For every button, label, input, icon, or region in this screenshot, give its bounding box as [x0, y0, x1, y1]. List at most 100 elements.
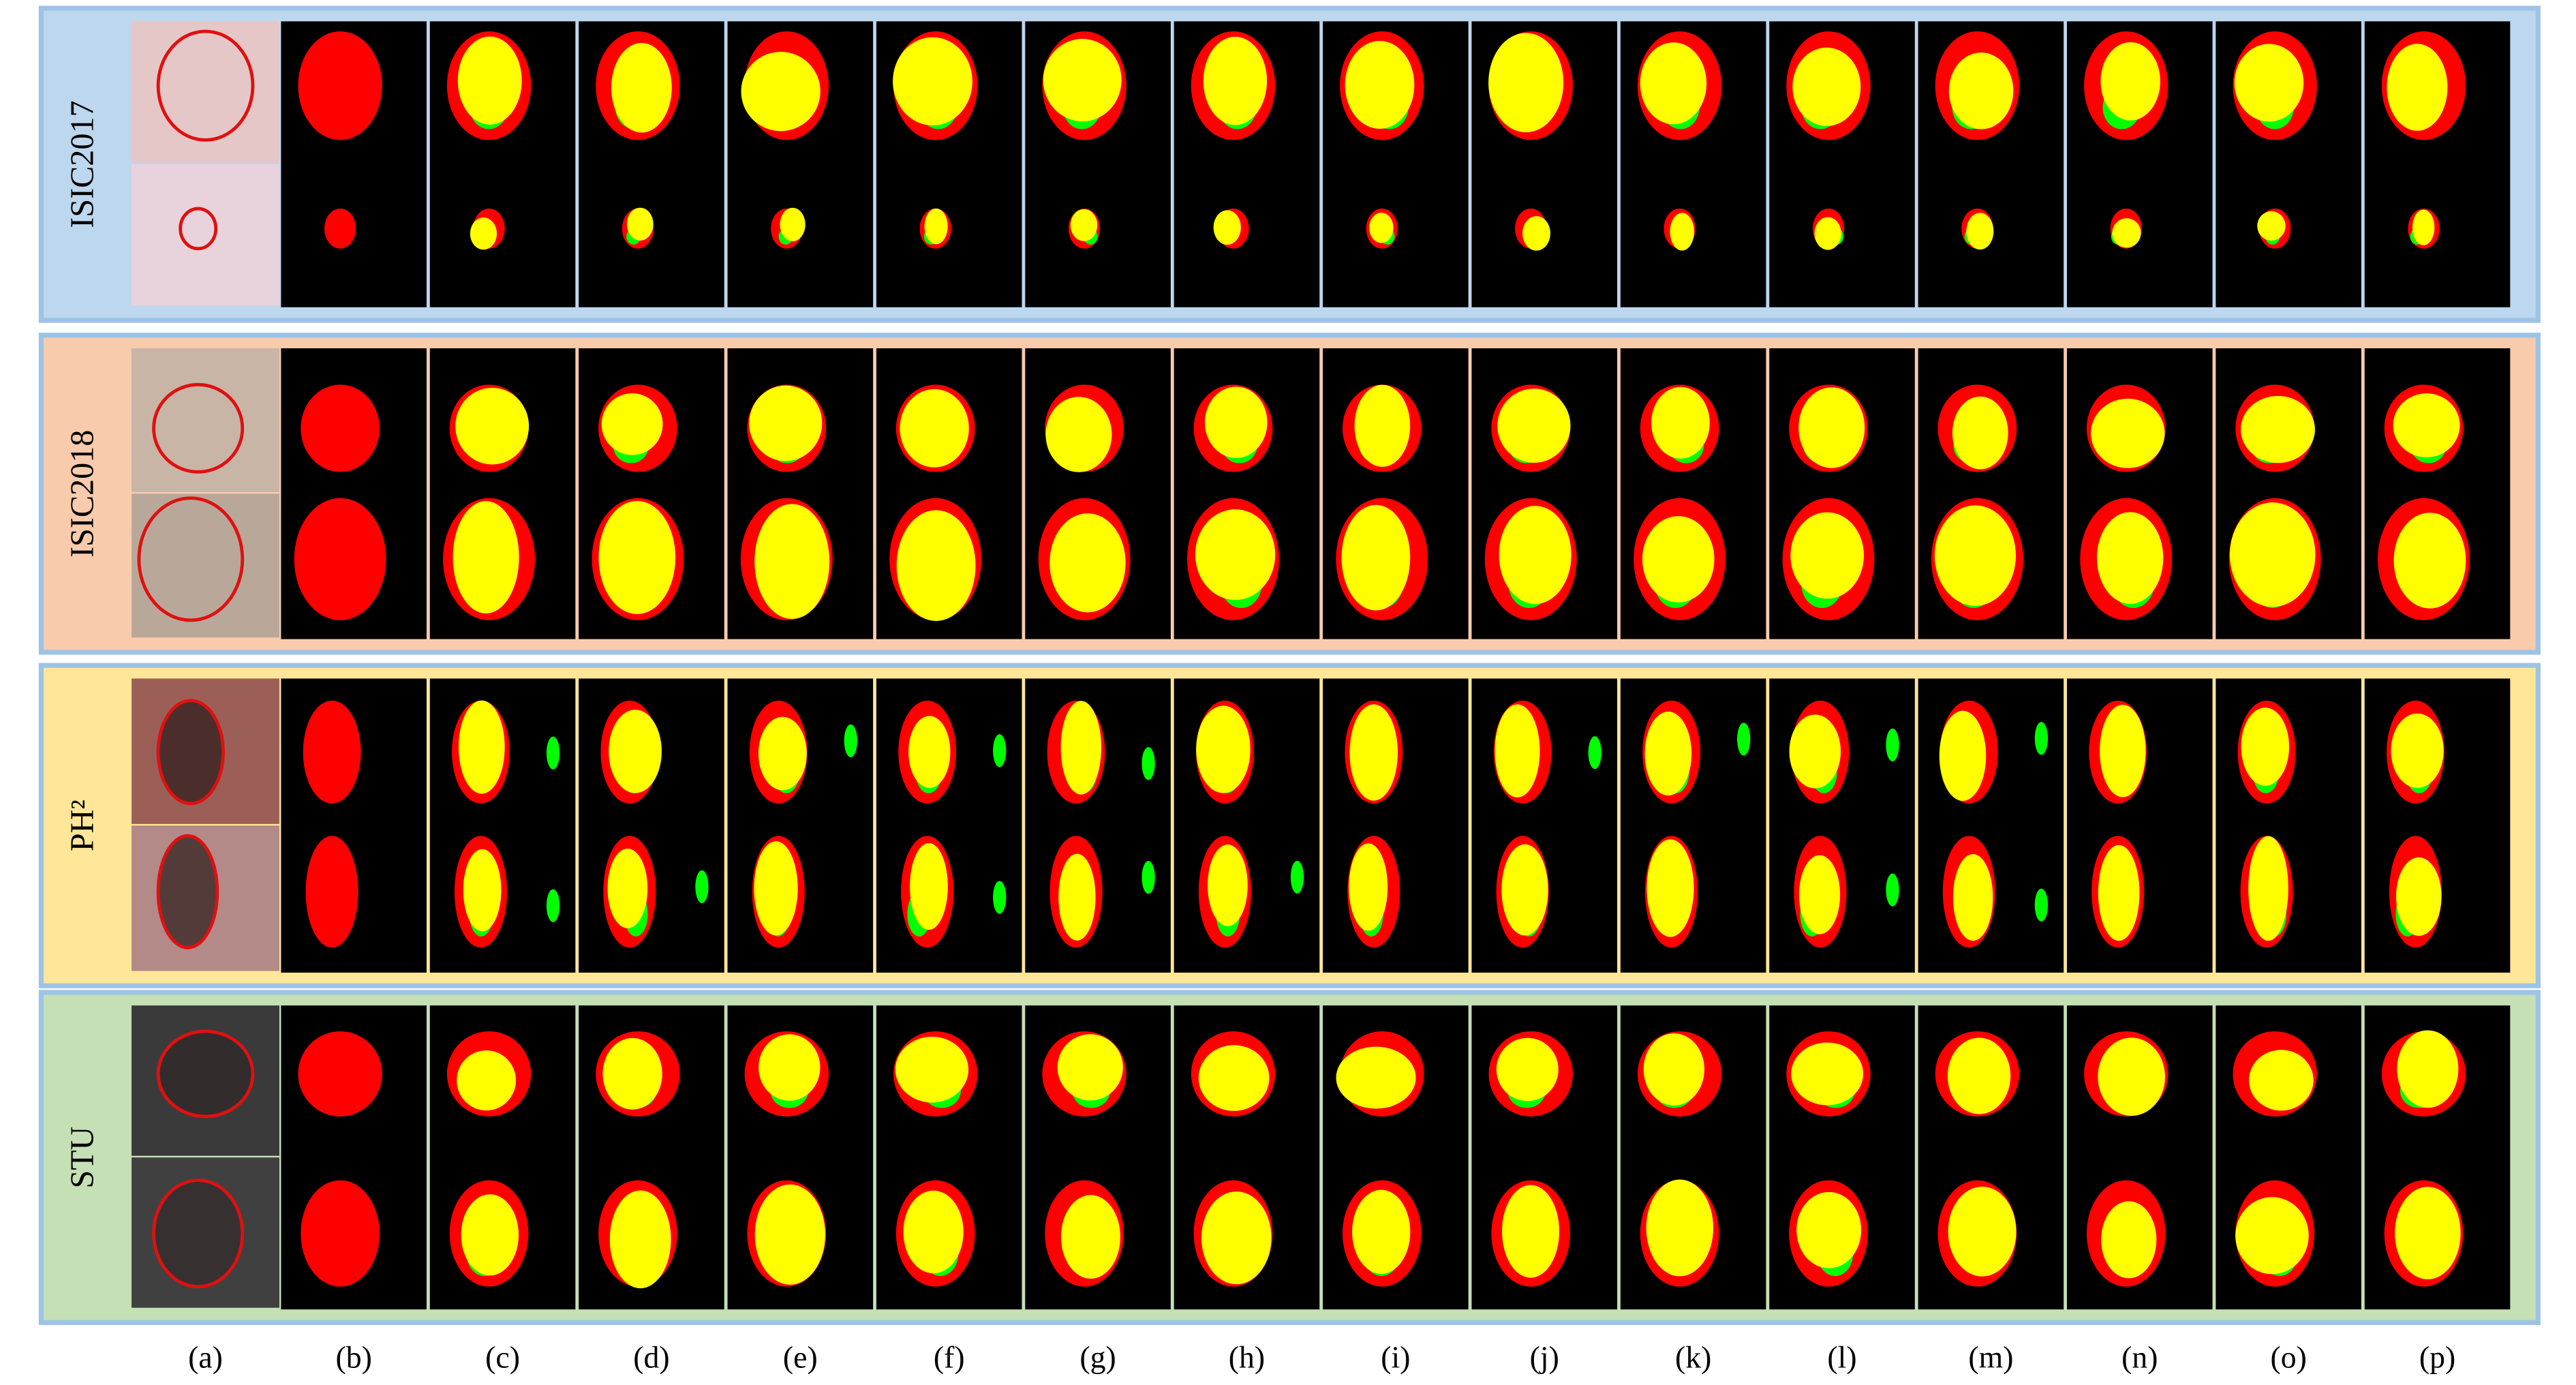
true-positive-region — [1354, 384, 1411, 467]
true-positive-region — [900, 389, 969, 468]
true-positive-region — [458, 700, 505, 794]
true-positive-region — [607, 849, 648, 928]
true-positive-region — [893, 37, 972, 126]
true-positive-region — [2387, 44, 2448, 131]
ground-truth-region — [303, 700, 361, 804]
ground-truth-region — [294, 498, 386, 620]
true-positive-region — [2235, 1197, 2309, 1275]
false-positive-region — [993, 881, 1007, 914]
true-positive-region — [2257, 211, 2286, 241]
ground-truth-region — [301, 1180, 380, 1287]
panel-label: STU — [65, 1127, 101, 1189]
true-positive-region — [780, 207, 806, 242]
lesion-outline — [156, 699, 225, 806]
true-positive-region — [1646, 1179, 1714, 1277]
true-positive-region — [754, 1184, 825, 1285]
true-positive-region — [2248, 836, 2288, 941]
column-label: (h) — [1229, 1339, 1265, 1374]
ground-truth-region — [305, 836, 358, 948]
true-positive-region — [2096, 512, 2164, 605]
true-positive-region — [1642, 516, 1715, 603]
column-label: (l) — [1827, 1339, 1856, 1374]
true-positive-region — [1213, 210, 1241, 245]
true-positive-region — [601, 393, 663, 455]
true-positive-region — [463, 849, 502, 932]
true-positive-region — [1796, 1191, 1862, 1268]
true-positive-region — [626, 207, 654, 241]
true-positive-region — [2393, 513, 2466, 609]
true-positive-region — [896, 510, 976, 622]
column-label: (i) — [1381, 1339, 1410, 1374]
true-positive-region — [1057, 1034, 1123, 1101]
true-positive-region — [1948, 1186, 2017, 1277]
false-positive-region — [1290, 860, 1304, 894]
true-positive-region — [1791, 1042, 1864, 1106]
true-positive-region — [2397, 1030, 2459, 1108]
true-positive-region — [1369, 212, 1394, 243]
true-positive-region — [611, 43, 672, 133]
true-positive-region — [741, 51, 821, 132]
true-positive-region — [2241, 707, 2290, 786]
lesion-outline — [152, 382, 245, 474]
true-positive-region — [1488, 33, 1564, 133]
input-image — [132, 493, 279, 638]
false-positive-region — [546, 736, 560, 770]
true-positive-region — [1336, 1046, 1416, 1109]
true-positive-region — [1939, 710, 1987, 801]
true-positive-region — [461, 1194, 519, 1276]
true-positive-region — [2229, 502, 2316, 607]
true-positive-region — [758, 716, 807, 791]
true-positive-region — [1043, 39, 1122, 122]
ground-truth-region — [324, 209, 356, 249]
true-positive-region — [2091, 398, 2165, 468]
true-positive-region — [1952, 854, 1993, 941]
true-positive-region — [754, 841, 798, 936]
true-positive-region — [1201, 1191, 1272, 1285]
true-positive-region — [2391, 713, 2444, 789]
true-positive-region — [2393, 393, 2460, 457]
true-positive-region — [2101, 1201, 2157, 1279]
false-positive-region — [1141, 861, 1155, 894]
true-positive-region — [1497, 389, 1571, 463]
true-positive-region — [1060, 1195, 1120, 1279]
lesion-outline — [156, 1029, 255, 1118]
column-label: (e) — [783, 1339, 818, 1374]
true-positive-region — [754, 504, 830, 620]
panel-label: ISIC2017 — [65, 100, 101, 228]
true-positive-region — [2098, 844, 2140, 941]
true-positive-region — [1644, 712, 1692, 796]
false-positive-region — [1886, 873, 1899, 907]
true-positive-region — [1198, 1045, 1270, 1111]
true-positive-region — [1045, 397, 1112, 472]
true-positive-region — [1494, 704, 1540, 797]
true-positive-region — [1670, 213, 1694, 251]
true-positive-region — [1792, 47, 1861, 126]
true-positive-region — [1643, 1033, 1705, 1106]
true-positive-region — [1208, 844, 1248, 926]
column-label: (j) — [1530, 1339, 1559, 1374]
true-positive-region — [2098, 1037, 2165, 1116]
true-positive-region — [749, 385, 823, 461]
true-positive-region — [457, 36, 522, 125]
true-positive-region — [924, 208, 948, 245]
column-label: (n) — [2121, 1339, 2158, 1374]
true-positive-region — [1522, 216, 1551, 251]
true-positive-region — [598, 500, 676, 614]
column-label: (p) — [2419, 1339, 2455, 1374]
true-positive-region — [1948, 52, 2014, 130]
false-positive-region — [1886, 728, 1899, 762]
true-positive-region — [1501, 844, 1548, 936]
true-positive-region — [1934, 505, 2017, 606]
column-label: (o) — [2271, 1339, 2307, 1374]
input-image — [132, 164, 279, 306]
false-positive-region — [844, 724, 857, 757]
true-positive-region — [1646, 839, 1694, 937]
true-positive-region — [1502, 1185, 1560, 1278]
true-positive-region — [2412, 209, 2435, 245]
column-label: (m) — [1968, 1339, 2013, 1374]
false-positive-region — [1141, 747, 1155, 780]
lesion-outline — [137, 496, 245, 622]
false-positive-region — [695, 870, 709, 904]
